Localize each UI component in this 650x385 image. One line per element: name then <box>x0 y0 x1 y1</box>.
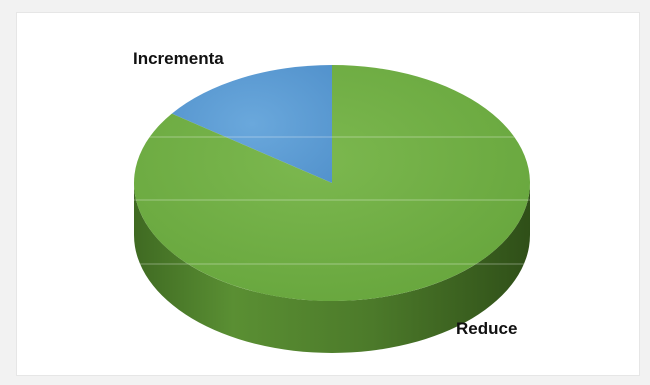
pie-slice-incrementa <box>171 65 332 183</box>
pie-side-wall <box>134 183 530 353</box>
slice-label-incrementa: Incrementa <box>133 49 224 68</box>
pie-top <box>133 65 530 301</box>
pie-slice-reduce <box>133 65 530 301</box>
pie-side <box>134 183 530 353</box>
slice-label-reduce: Reduce <box>456 319 517 338</box>
pie-gridlines <box>17 136 637 265</box>
